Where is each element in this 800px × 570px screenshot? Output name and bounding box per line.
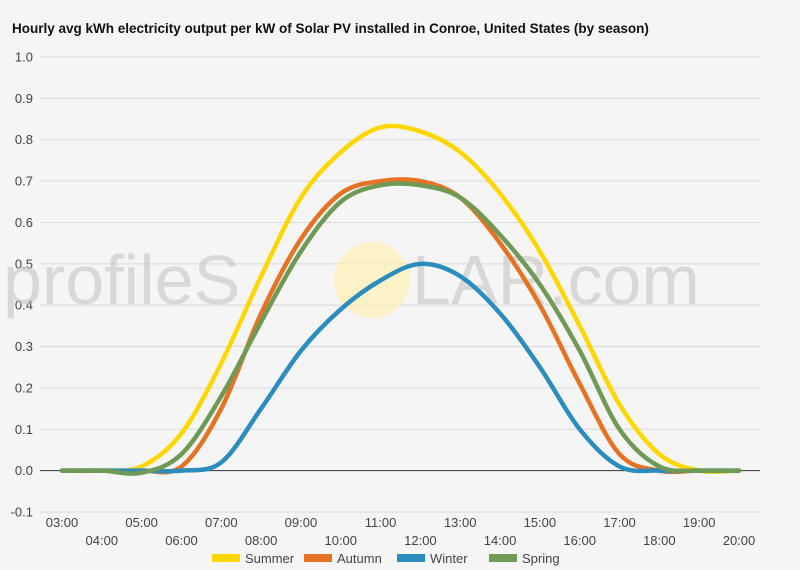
x-tick-label: 07:00 xyxy=(205,515,238,530)
legend-item-summer[interactable]: Summer xyxy=(212,551,295,566)
x-tick-label: 17:00 xyxy=(603,515,636,530)
series-line-autumn xyxy=(59,177,742,475)
x-tick-label: 13:00 xyxy=(444,515,477,530)
y-tick-label: 0.8 xyxy=(15,132,33,147)
legend-swatch xyxy=(489,554,517,562)
x-tick-label: 16:00 xyxy=(563,533,596,548)
chart-title: Hourly avg kWh electricity output per kW… xyxy=(12,21,649,36)
y-axis-ticks: -0.1 0.0 0.1 0.2 0.3 0.4 0.5 0.6 0.7 0.8 0.9 1.0 xyxy=(11,50,33,520)
y-tick-label: 0.1 xyxy=(15,422,33,437)
legend-swatch xyxy=(304,554,332,562)
y-tick-label: -0.1 xyxy=(11,505,33,520)
x-tick-label: 09:00 xyxy=(285,515,318,530)
legend-label: Summer xyxy=(245,551,295,566)
y-tick-label: 0.5 xyxy=(15,256,33,271)
watermark-text-left: profileS xyxy=(3,241,240,319)
y-tick-label: 0.4 xyxy=(15,298,33,313)
y-tick-label: 0.9 xyxy=(15,91,33,106)
legend-label: Autumn xyxy=(337,551,382,566)
series-line-winter xyxy=(59,261,742,474)
series-line-summer xyxy=(59,123,742,475)
legend[interactable]: Summer Autumn Winter Spring xyxy=(212,551,560,566)
x-tick-label: 08:00 xyxy=(245,533,278,548)
legend-swatch xyxy=(212,554,240,562)
legend-label: Spring xyxy=(522,551,560,566)
y-tick-label: 0.3 xyxy=(15,339,33,354)
x-axis-ticks: 03:00 04:00 05:00 06:00 07:00 08:00 09:00 10:00… xyxy=(46,515,756,548)
x-tick-label: 20:00 xyxy=(723,533,756,548)
y-tick-label: 0.6 xyxy=(15,215,33,230)
x-tick-label: 11:00 xyxy=(365,515,397,530)
legend-item-winter[interactable]: Winter xyxy=(397,551,468,566)
legend-swatch xyxy=(397,554,425,562)
x-tick-label: 18:00 xyxy=(643,533,676,548)
y-tick-label: 0.0 xyxy=(15,463,33,478)
legend-label: Winter xyxy=(430,551,468,566)
x-tick-label: 05:00 xyxy=(125,515,158,530)
y-tick-label: 0.7 xyxy=(15,174,33,189)
x-tick-label: 12:00 xyxy=(404,533,437,548)
legend-item-spring[interactable]: Spring xyxy=(489,551,560,566)
x-tick-label: 03:00 xyxy=(46,515,79,530)
y-tick-label: 0.2 xyxy=(15,380,33,395)
legend-item-autumn[interactable]: Autumn xyxy=(304,551,382,566)
y-tick-label: 1.0 xyxy=(15,50,33,65)
x-tick-label: 19:00 xyxy=(683,515,716,530)
series-group xyxy=(59,123,742,476)
series-line-spring xyxy=(59,181,742,476)
x-tick-label: 15:00 xyxy=(524,515,557,530)
x-tick-label: 06:00 xyxy=(165,533,198,548)
x-tick-label: 10:00 xyxy=(324,533,357,548)
x-tick-label: 04:00 xyxy=(86,533,119,548)
watermark: profileS LAR.com xyxy=(3,241,700,319)
x-tick-label: 14:00 xyxy=(484,533,517,548)
